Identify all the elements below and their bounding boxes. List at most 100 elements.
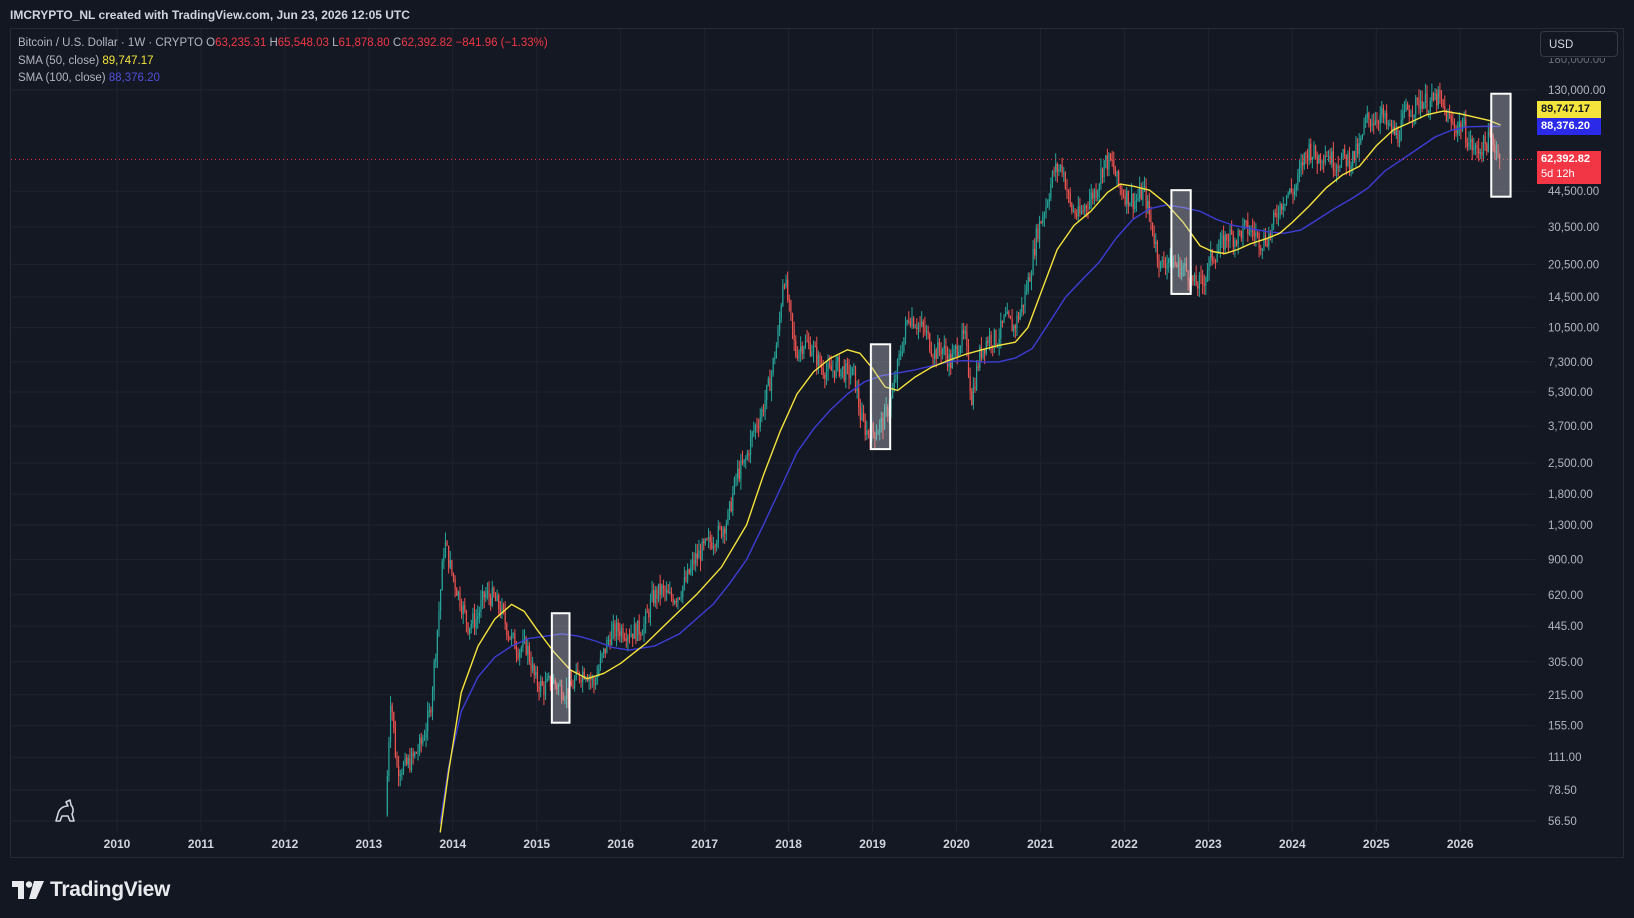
candle-body	[401, 773, 403, 775]
candle-body	[1032, 248, 1034, 275]
y-tick-label: 1,800.00	[1548, 489, 1593, 501]
candle-body	[1134, 201, 1136, 209]
candle-body	[838, 357, 840, 376]
candle-body	[630, 633, 632, 637]
candle-body	[1419, 100, 1422, 109]
candle-body	[389, 705, 392, 742]
legend-sma50-row[interactable]: SMA (50, close) 89,747.17	[18, 53, 548, 71]
candle-body	[1072, 210, 1075, 212]
candle-body	[943, 345, 945, 349]
candle-body	[1319, 154, 1322, 164]
candle-body	[740, 460, 742, 480]
candle-body	[766, 385, 768, 401]
candle-body	[475, 619, 477, 628]
candle-body	[1021, 304, 1023, 313]
candle-body	[1389, 123, 1391, 125]
candle-body	[1000, 320, 1002, 339]
candle-body	[446, 541, 448, 546]
candle-body	[746, 452, 748, 459]
candle-body	[1027, 277, 1029, 291]
candle-body	[570, 681, 572, 687]
candle-body	[1203, 283, 1205, 286]
candle-body	[1323, 161, 1325, 163]
x-tick-label: 2023	[1195, 837, 1222, 851]
candle-body	[1118, 171, 1120, 186]
candle-body	[1079, 206, 1081, 214]
candle-body	[1097, 190, 1099, 198]
candle-body	[1287, 193, 1289, 196]
candle-body	[820, 365, 823, 369]
candle-body	[1243, 220, 1246, 225]
candle-body	[1229, 229, 1231, 242]
candle-body	[791, 313, 794, 330]
y-tick-label: 3,700.00	[1548, 421, 1593, 433]
legend-sma100-row[interactable]: SMA (100, close) 88,376.20	[18, 70, 548, 88]
candle-body	[1350, 165, 1352, 170]
candle-body	[1321, 161, 1323, 164]
candle-body	[874, 432, 876, 440]
candle-body	[1168, 258, 1170, 263]
tradingview-logo[interactable]: TradingView	[12, 878, 170, 902]
candle-body	[798, 351, 800, 359]
candle-body	[1161, 259, 1163, 262]
candle-body	[470, 623, 472, 628]
candle-body	[1428, 111, 1430, 113]
candle-body	[519, 651, 521, 658]
candle-body	[741, 460, 744, 464]
chart-frame[interactable]	[10, 28, 1624, 858]
candle-body	[1444, 106, 1446, 110]
candle-body	[745, 458, 747, 460]
candle-body	[1129, 203, 1131, 206]
candle-body	[1106, 155, 1108, 170]
candle-body	[448, 545, 450, 568]
candle-body	[1408, 109, 1410, 117]
currency-button[interactable]: USD	[1540, 31, 1618, 57]
candle-body	[1176, 264, 1178, 268]
sma50-price-badge: 89,747.17	[1537, 101, 1601, 118]
candle-body	[1377, 122, 1380, 124]
candle-body	[1034, 248, 1036, 256]
sma50-line	[439, 110, 1501, 833]
last-price-badge: 62,392.82 5d 12h	[1537, 151, 1601, 184]
candle-body	[1469, 138, 1472, 143]
attribution-bar: IMCRYPTO_NL created with TradingView.com…	[0, 0, 1634, 28]
candle-body	[1306, 154, 1309, 161]
candle-body	[1395, 129, 1397, 135]
sma100-line	[439, 125, 1501, 824]
candle-body	[751, 432, 753, 439]
candle-body	[1271, 224, 1273, 236]
candle-body	[1166, 262, 1168, 269]
candle-body	[1189, 281, 1191, 286]
candle-body	[854, 365, 857, 392]
legend-symbol[interactable]: Bitcoin / U.S. Dollar · 1W · CRYPTO	[18, 37, 203, 49]
candle-body	[678, 597, 681, 599]
candle-body	[1085, 205, 1087, 208]
candle-body	[1274, 213, 1276, 215]
candle-body	[1279, 203, 1281, 216]
candle-body	[883, 408, 886, 430]
candle-body	[465, 610, 468, 623]
candle-body	[636, 620, 639, 641]
candle-body	[1497, 150, 1499, 155]
last-price-value: 62,392.82	[1541, 153, 1590, 165]
candle-body	[615, 622, 618, 637]
legend-sma100-label: SMA (100, close)	[18, 72, 106, 84]
candle-body	[677, 597, 679, 602]
candle-body	[548, 675, 550, 678]
candle-body	[1135, 200, 1138, 202]
candle-body	[460, 606, 463, 614]
candle-body	[1155, 241, 1157, 244]
dino-icon[interactable]	[52, 797, 80, 825]
candle-body	[1423, 102, 1425, 109]
x-tick-label: 2018	[775, 837, 802, 851]
candle-body	[1071, 203, 1073, 212]
candle-body	[1329, 156, 1331, 164]
candle-body	[1373, 123, 1375, 125]
candle-body	[572, 686, 574, 689]
candle-body	[795, 340, 797, 356]
candle-body	[1080, 210, 1083, 214]
candle-body	[415, 752, 417, 754]
candle-body	[657, 583, 660, 599]
candle-body	[1132, 193, 1134, 209]
